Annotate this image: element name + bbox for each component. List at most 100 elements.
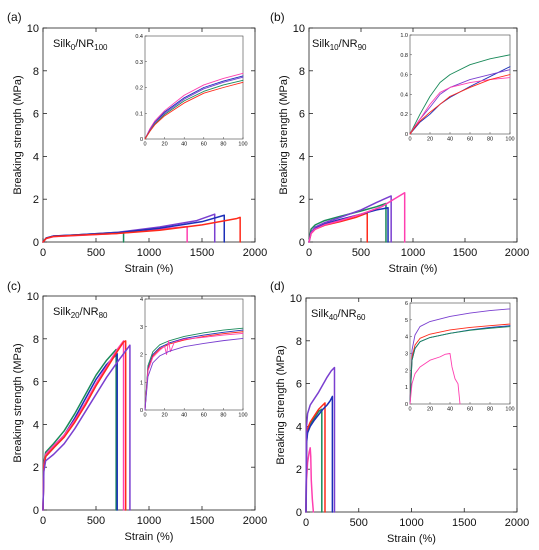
x-tick-label: 1500 xyxy=(190,247,214,259)
inset-x-tick-label: 0 xyxy=(143,142,146,148)
x-tick-label: 500 xyxy=(87,247,105,259)
inset-y-tick-label: 6 xyxy=(405,301,408,307)
panel-letter: (c) xyxy=(7,279,21,293)
inset-y-tick-label: 0 xyxy=(405,402,408,408)
x-axis-label: Strain (%) xyxy=(125,531,174,543)
series-line-3 xyxy=(42,340,125,511)
x-tick-label: 1000 xyxy=(137,247,161,259)
inset-y-tick-label: 0.2 xyxy=(135,86,143,92)
y-tick-label: 0 xyxy=(296,507,302,519)
panel-letter: (d) xyxy=(270,279,285,293)
inset-x-tick-label: 100 xyxy=(238,413,247,419)
x-tick-label: 1000 xyxy=(137,515,161,527)
x-tick-label: 2000 xyxy=(505,517,529,529)
inset-series-line-5 xyxy=(144,81,244,140)
inset-series-line-1 xyxy=(144,72,244,140)
y-tick-label: 6 xyxy=(296,379,302,391)
x-tick-label: 0 xyxy=(40,247,46,259)
y-tick-label: 2 xyxy=(296,464,302,476)
x-tick-label: 2000 xyxy=(243,247,267,259)
inset-frame xyxy=(144,298,244,411)
inset-x-tick-label: 20 xyxy=(427,137,433,143)
x-tick-label: 1500 xyxy=(190,515,214,527)
series-line-1 xyxy=(42,348,117,511)
inset-x-tick-label: 80 xyxy=(487,407,493,413)
inset-y-tick-label: 4 xyxy=(405,335,408,341)
series-line-2 xyxy=(308,202,387,243)
y-tick-label: 2 xyxy=(33,194,39,206)
inset-x-tick-label: 80 xyxy=(220,142,226,148)
x-tick-label: 500 xyxy=(350,517,368,529)
inset-x-tick-label: 60 xyxy=(201,142,207,148)
y-axis-label: Breaking strength (MPa) xyxy=(12,343,24,462)
y-tick-label: 8 xyxy=(299,66,305,78)
x-tick-label: 1000 xyxy=(399,517,423,529)
inset-x-tick-label: 80 xyxy=(487,137,493,143)
y-tick-label: 6 xyxy=(33,109,39,121)
inset-x-tick-label: 60 xyxy=(467,137,473,143)
inset-x-tick-label: 20 xyxy=(162,413,168,419)
panel-letter: (b) xyxy=(270,10,285,24)
inset-x-tick-label: 20 xyxy=(427,407,433,413)
y-tick-label: 10 xyxy=(293,23,305,35)
inset-x-tick-label: 100 xyxy=(238,142,247,148)
inset-series-line-2 xyxy=(409,323,511,405)
inset-y-tick-label: 0 xyxy=(140,137,143,143)
y-tick-label: 6 xyxy=(299,109,305,121)
inset-x-tick-label: 60 xyxy=(201,413,207,419)
series-line-5 xyxy=(308,192,406,243)
sample-label: Silk40/NR60 xyxy=(311,308,366,322)
inset-series-line-1 xyxy=(409,54,511,135)
inset-series-line-5 xyxy=(144,337,244,411)
x-tick-label: 1500 xyxy=(452,517,476,529)
inset-y-tick-label: 2 xyxy=(405,368,408,374)
inset-frame xyxy=(409,302,511,405)
inset-series-line-5 xyxy=(409,74,511,135)
inset-y-tick-label: 0.6 xyxy=(400,73,408,79)
inset-series-line-1 xyxy=(144,327,244,411)
x-tick-label: 2000 xyxy=(505,247,529,259)
inset-y-tick-label: 1.0 xyxy=(400,33,408,39)
inset-y-tick-label: 5 xyxy=(405,318,408,324)
inset-y-tick-label: 3 xyxy=(140,325,143,331)
inset-x-tick-label: 100 xyxy=(505,137,514,143)
inset-frame xyxy=(409,34,511,135)
x-tick-label: 2000 xyxy=(243,515,267,527)
x-tick-label: 500 xyxy=(87,515,105,527)
x-axis-label: Strain (%) xyxy=(389,263,438,275)
inset-y-tick-label: 0.3 xyxy=(135,60,143,66)
series-line-4 xyxy=(42,214,226,243)
series-line-5 xyxy=(305,366,336,513)
inset-x-tick-label: 80 xyxy=(220,413,226,419)
series-line-3 xyxy=(42,213,216,243)
inset-x-tick-label: 40 xyxy=(447,137,453,143)
y-tick-label: 0 xyxy=(33,237,39,249)
x-tick-label: 0 xyxy=(306,247,312,259)
y-tick-label: 4 xyxy=(33,151,39,163)
series-line-5 xyxy=(42,216,241,243)
inset-y-tick-label: 0 xyxy=(405,132,408,138)
inset-series-line-3 xyxy=(144,76,244,140)
y-axis-label: Breaking strength (MPa) xyxy=(275,345,287,464)
y-tick-label: 8 xyxy=(296,336,302,348)
inset-x-tick-label: 100 xyxy=(505,407,514,413)
inset-frame xyxy=(144,35,244,140)
y-tick-label: 6 xyxy=(33,377,39,389)
sample-label: Silk20/NR80 xyxy=(53,306,108,320)
series-line-4 xyxy=(42,340,127,511)
x-axis-label: Strain (%) xyxy=(387,533,436,545)
inset-series-line-4 xyxy=(409,326,511,405)
inset-x-tick-label: 0 xyxy=(408,407,411,413)
inset-y-tick-label: 2 xyxy=(140,353,143,359)
series-line-5 xyxy=(42,344,131,511)
y-tick-label: 4 xyxy=(296,421,302,433)
inset-x-tick-label: 0 xyxy=(143,413,146,419)
y-axis-label: Breaking strength (MPa) xyxy=(278,75,290,194)
inset-y-tick-label: 4 xyxy=(140,297,143,303)
y-tick-label: 2 xyxy=(299,194,305,206)
